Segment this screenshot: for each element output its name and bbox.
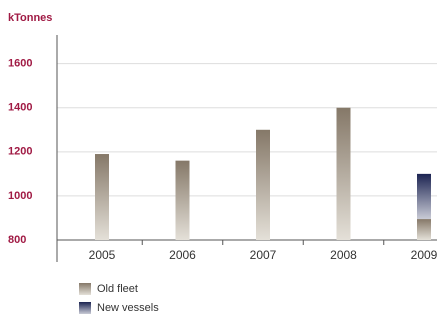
legend-label: Old fleet: [97, 283, 138, 295]
x-tick-label: 2006: [169, 248, 196, 262]
bar: [417, 219, 431, 240]
y-tick-label: 1400: [8, 102, 32, 114]
x-tick-label: 2007: [250, 248, 277, 262]
bar: [417, 173, 431, 220]
bar: [336, 107, 351, 240]
bar: [95, 154, 109, 240]
x-tick-label: 2008: [330, 248, 357, 262]
bar: [175, 160, 190, 240]
x-tick-label: 2009: [411, 248, 437, 262]
y-tick-label: 800: [8, 234, 26, 246]
y-tick-label: 1600: [8, 58, 32, 70]
bar: [256, 129, 270, 240]
legend-swatch: [79, 283, 91, 295]
x-tick-label: 2005: [89, 248, 116, 262]
legend-swatch: [79, 302, 91, 314]
y-axis-title: kTonnes: [8, 12, 52, 24]
legend-label: New vessels: [97, 302, 159, 314]
y-tick-label: 1000: [8, 190, 32, 202]
y-tick-label: 1200: [8, 146, 32, 158]
